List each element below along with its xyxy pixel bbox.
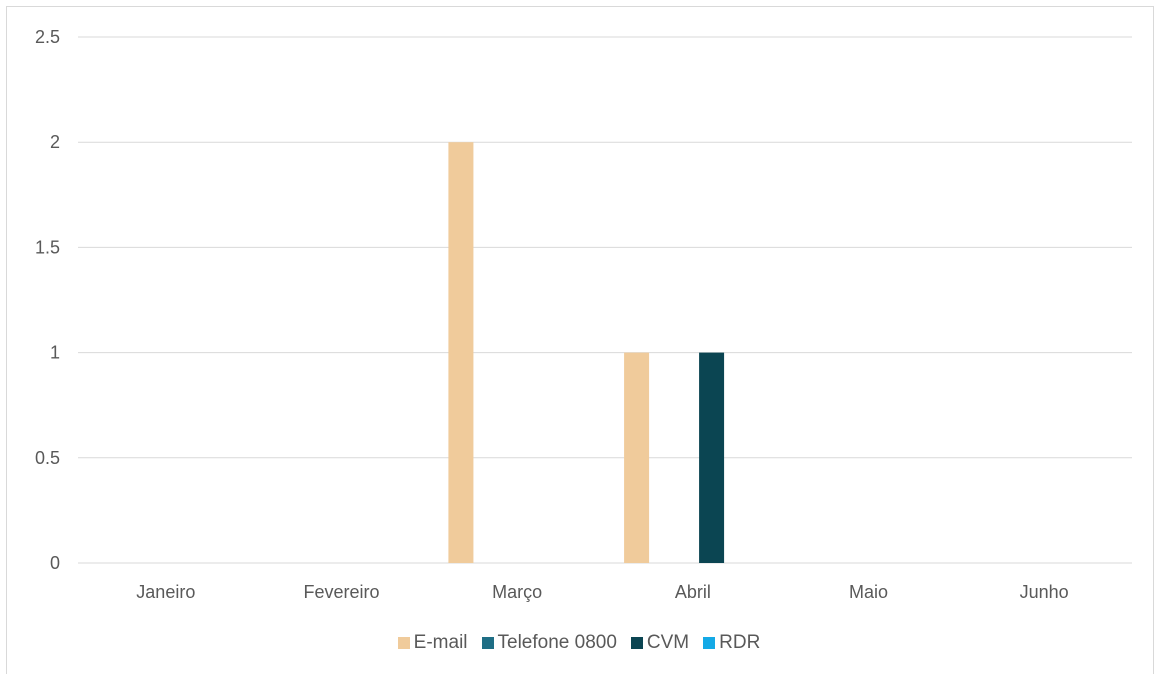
legend-item: E-mail — [397, 632, 468, 654]
x-tick-label: Junho — [1020, 582, 1069, 602]
legend-label: RDR — [719, 632, 761, 653]
legend-label: CVM — [646, 632, 690, 653]
bar-e-mail-abril — [624, 352, 650, 563]
legend-swatch — [481, 637, 494, 649]
legend-item: RDR — [703, 632, 760, 654]
x-tick-label: Janeiro — [136, 582, 195, 602]
bars — [448, 142, 725, 563]
y-tick-label: 2 — [50, 132, 60, 152]
legend-label: E-mail — [413, 632, 468, 653]
y-tick-label: 1.5 — [35, 237, 60, 257]
gridlines — [78, 36, 1132, 564]
legend-label: Telefone 0800 — [497, 632, 617, 653]
legend-swatch — [397, 637, 410, 649]
x-tick-label: Maio — [849, 582, 888, 602]
x-tick-label: Abril — [675, 582, 711, 602]
legend: E-mail Telefone 0800 CVM RDR — [0, 632, 1158, 654]
y-axis-ticks: 0 0.5 1 1.5 2 2.5 — [35, 27, 60, 573]
y-tick-label: 1 — [50, 343, 60, 363]
legend-item: CVM — [630, 632, 690, 654]
legend-swatch — [703, 637, 716, 649]
x-axis-ticks: Janeiro Fevereiro Março Abril Maio Junho — [136, 582, 1068, 602]
bar-e-mail-mar-o — [448, 142, 474, 563]
x-tick-label: Março — [492, 582, 542, 602]
legend-swatch — [630, 637, 643, 649]
bar-cvm-abril — [699, 352, 725, 563]
y-tick-label: 0 — [50, 553, 60, 573]
y-tick-label: 0.5 — [35, 448, 60, 468]
x-tick-label: Fevereiro — [303, 582, 379, 602]
y-tick-label: 2.5 — [35, 27, 60, 47]
legend-item: Telefone 0800 — [481, 632, 617, 654]
